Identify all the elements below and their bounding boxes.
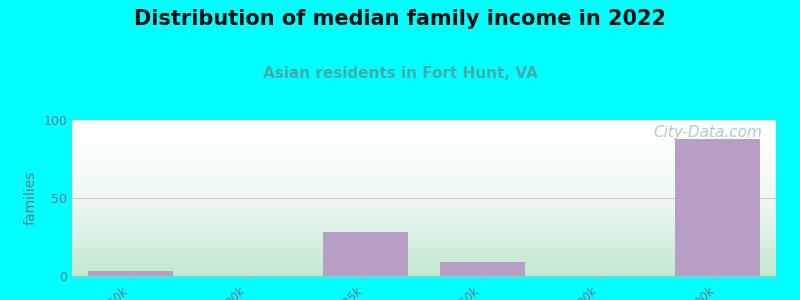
Bar (89, 271, 173, 276)
Bar (323, 232, 407, 276)
Bar (675, 139, 759, 276)
Y-axis label: families: families (24, 171, 38, 225)
Text: Distribution of median family income in 2022: Distribution of median family income in … (134, 9, 666, 29)
Text: City-Data.com: City-Data.com (653, 125, 762, 140)
Bar (441, 262, 525, 276)
Text: Asian residents in Fort Hunt, VA: Asian residents in Fort Hunt, VA (262, 66, 538, 81)
